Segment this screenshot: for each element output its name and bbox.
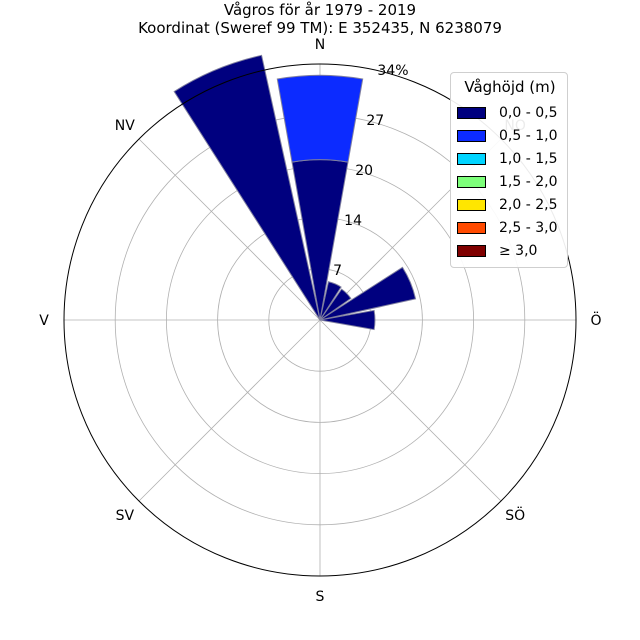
chart-subtitle: Koordinat (Sweref 99 TM): E 352435, N 62… [138, 19, 502, 37]
legend-swatch [457, 130, 486, 142]
legend-label: 1,5 - 2,0 [499, 174, 558, 190]
legend: Våghöjd (m) 0,0 - 0,5 0,5 - 1,0 1,0 - 1,… [450, 72, 568, 268]
legend-label: 1,0 - 1,5 [499, 151, 558, 167]
radial-tick-label: 34% [377, 63, 408, 79]
direction-label: N [315, 37, 325, 53]
rose-sector-bar [276, 74, 364, 163]
legend-item: 0,0 - 0,5 [457, 103, 567, 123]
radial-tick-label: 7 [333, 263, 342, 279]
direction-label: V [39, 313, 49, 329]
legend-swatch [457, 153, 486, 165]
angular-grid-line [138, 138, 321, 321]
legend-item: 1,0 - 1,5 [457, 149, 567, 169]
legend-item: 2,5 - 3,0 [457, 218, 567, 238]
chart-title: Vågros för år 1979 - 2019 [223, 1, 417, 19]
legend-label: 2,5 - 3,0 [499, 220, 558, 236]
angular-grid-line [138, 319, 321, 502]
polar-frame [63, 63, 577, 577]
legend-label: 2,0 - 2,5 [499, 197, 558, 213]
legend-swatch [457, 222, 486, 234]
direction-label: SÖ [505, 506, 525, 524]
legend-swatch [457, 199, 486, 211]
legend-item: 2,0 - 2,5 [457, 195, 567, 215]
legend-label: 0,0 - 0,5 [499, 105, 558, 121]
legend-swatch [457, 176, 486, 188]
rose-sector-bar [319, 281, 342, 321]
radial-tick-label: 27 [366, 113, 384, 129]
rose-sector-bar [319, 309, 376, 331]
legend-item: 0,5 - 1,0 [457, 126, 567, 146]
legend-label: 0,5 - 1,0 [499, 128, 558, 144]
angular-grid-line [319, 319, 502, 502]
direction-label: SV [116, 508, 135, 524]
direction-label: NV [115, 118, 135, 134]
legend-swatch [457, 245, 486, 257]
rose-sector-bar [319, 288, 352, 321]
legend-swatch [457, 107, 486, 119]
direction-label: S [316, 589, 325, 605]
direction-label: Ö [590, 311, 601, 329]
rose-sector-bar [319, 266, 417, 321]
legend-title: Våghöjd (m) [464, 78, 556, 96]
radial-tick-label: 14 [344, 213, 362, 229]
legend-label: ≥ 3,0 [499, 243, 538, 259]
legend-item: ≥ 3,0 [457, 241, 567, 261]
radial-tick-label: 20 [355, 163, 373, 179]
legend-item: 1,5 - 2,0 [457, 172, 567, 192]
rose-sector-bar [173, 54, 321, 321]
